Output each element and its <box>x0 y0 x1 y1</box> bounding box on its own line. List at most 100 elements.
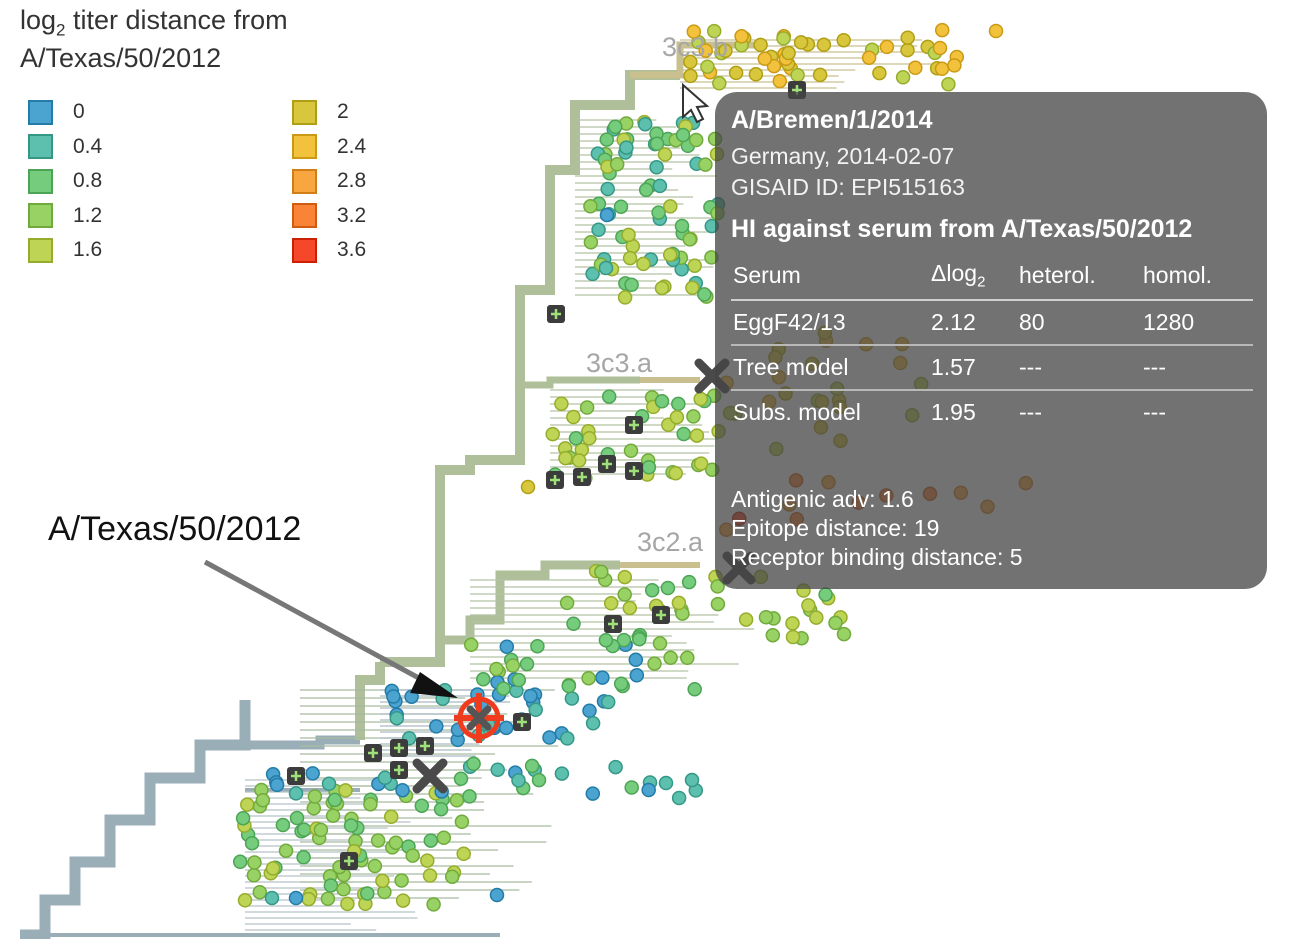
tip-node[interactable] <box>395 782 410 798</box>
tip-node[interactable] <box>433 801 449 817</box>
tip-node[interactable] <box>793 35 809 50</box>
tip-node[interactable] <box>247 855 262 870</box>
tip-node[interactable] <box>530 638 545 654</box>
tip-node[interactable] <box>988 23 1004 39</box>
collapsed-node-icon[interactable] <box>546 471 564 489</box>
tip-node[interactable] <box>289 810 305 826</box>
tip-node[interactable] <box>624 780 639 795</box>
tip-node[interactable] <box>560 731 575 746</box>
tip-node[interactable] <box>687 258 702 273</box>
tip-node[interactable] <box>895 70 911 85</box>
tip-node[interactable] <box>340 896 355 912</box>
tip-node[interactable] <box>476 672 491 687</box>
tip-node[interactable] <box>594 564 609 580</box>
tip-node[interactable] <box>585 266 600 282</box>
tip-node[interactable] <box>338 783 353 798</box>
tip-node[interactable] <box>585 786 601 801</box>
tip-node[interactable] <box>609 157 625 172</box>
tip-node[interactable] <box>386 689 401 704</box>
tip-node[interactable] <box>654 280 670 296</box>
collapsed-node-icon[interactable] <box>390 739 408 757</box>
tip-node[interactable] <box>712 76 727 91</box>
tip-node[interactable] <box>700 59 715 74</box>
tip-node[interactable] <box>689 428 705 443</box>
legend-item[interactable]: 1.6 <box>28 233 102 268</box>
tip-node[interactable] <box>785 629 801 645</box>
tip-node[interactable] <box>649 136 665 152</box>
tip-node[interactable] <box>269 777 285 793</box>
tip-node[interactable] <box>617 569 633 585</box>
tip-node[interactable] <box>599 207 615 223</box>
tip-node[interactable] <box>693 456 709 471</box>
collapsed-node-icon[interactable] <box>513 713 531 731</box>
tip-node[interactable] <box>812 67 828 83</box>
tip-node[interactable] <box>772 73 788 89</box>
tip-node[interactable] <box>511 672 527 688</box>
tip-node[interactable] <box>585 716 601 731</box>
tip-node[interactable] <box>698 157 713 172</box>
tip-node[interactable] <box>367 858 383 874</box>
legend-item[interactable]: 0.8 <box>28 164 102 199</box>
tip-node[interactable] <box>255 792 271 808</box>
tip-node[interactable] <box>531 772 547 788</box>
legend-item[interactable]: 2.8 <box>292 164 366 199</box>
tip-node[interactable] <box>671 396 686 412</box>
tip-node[interactable] <box>583 199 598 214</box>
tip-node[interactable] <box>619 140 634 155</box>
tip-node[interactable] <box>466 756 481 772</box>
tip-node[interactable] <box>879 39 895 55</box>
tip-node[interactable] <box>561 678 577 694</box>
tip-node[interactable] <box>683 68 698 84</box>
tip-node[interactable] <box>818 587 833 602</box>
tip-node[interactable] <box>598 260 614 276</box>
tip-node[interactable] <box>307 789 323 804</box>
tip-node[interactable] <box>579 400 595 415</box>
tip-node[interactable] <box>932 40 948 56</box>
tip-node[interactable] <box>453 771 469 787</box>
tip-node[interactable] <box>564 691 580 706</box>
tip-node[interactable] <box>599 132 615 147</box>
tip-node[interactable] <box>462 789 477 804</box>
tip-node[interactable] <box>568 431 584 446</box>
tip-node[interactable] <box>675 127 691 143</box>
tip-node[interactable] <box>422 868 438 883</box>
tip-node[interactable] <box>941 77 956 92</box>
tip-node[interactable] <box>305 766 320 781</box>
tip-node[interactable] <box>264 890 280 906</box>
tip-node[interactable] <box>383 809 399 825</box>
tip-node[interactable] <box>828 615 843 631</box>
tip-node[interactable] <box>641 782 656 798</box>
tip-node[interactable] <box>436 830 452 846</box>
tip-node[interactable] <box>947 58 962 73</box>
collapsed-node-icon[interactable] <box>340 852 358 870</box>
tip-node[interactable] <box>327 792 343 808</box>
tip-node[interactable] <box>275 817 291 833</box>
tip-node[interactable] <box>554 396 569 411</box>
tip-node[interactable] <box>900 42 915 58</box>
tip-node[interactable] <box>377 770 393 785</box>
tip-node[interactable] <box>296 822 312 837</box>
tip-node[interactable] <box>710 579 725 594</box>
tip-node[interactable] <box>801 598 816 613</box>
tip-node[interactable] <box>542 730 557 745</box>
tip-node[interactable] <box>490 762 505 777</box>
tip-node[interactable] <box>423 833 439 848</box>
tip-node[interactable] <box>623 443 639 459</box>
tip-node[interactable] <box>360 886 375 901</box>
collapsed-node-icon[interactable] <box>287 767 305 785</box>
tip-node[interactable] <box>644 583 660 598</box>
tip-node[interactable] <box>496 681 511 696</box>
tip-node[interactable] <box>288 890 304 906</box>
tip-node[interactable] <box>463 637 479 653</box>
tip-node[interactable] <box>908 60 923 76</box>
tip-node[interactable] <box>654 394 670 409</box>
tip-node[interactable] <box>524 758 540 774</box>
tip-node[interactable] <box>748 67 764 82</box>
tip-node[interactable] <box>698 43 713 58</box>
tip-node[interactable] <box>306 801 322 816</box>
tip-node[interactable] <box>682 232 698 247</box>
tip-node[interactable] <box>519 656 535 672</box>
tip-node[interactable] <box>753 37 768 53</box>
tip-node[interactable] <box>489 661 504 677</box>
collapsed-node-icon[interactable] <box>625 416 643 434</box>
